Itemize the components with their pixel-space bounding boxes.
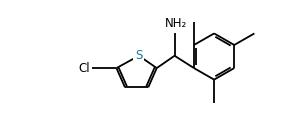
Text: NH₂: NH₂ [165, 17, 187, 30]
Text: Cl: Cl [79, 62, 91, 75]
Text: S: S [135, 49, 143, 62]
